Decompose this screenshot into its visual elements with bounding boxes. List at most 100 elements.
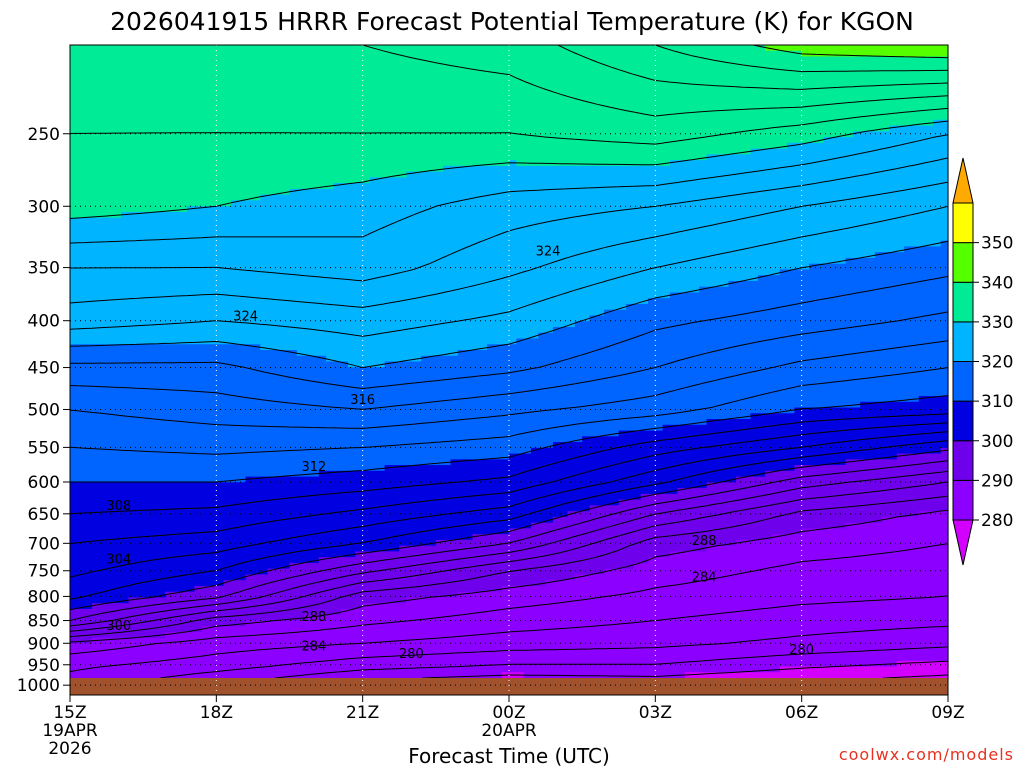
theta-cell bbox=[70, 234, 949, 242]
theta-cell bbox=[70, 614, 305, 622]
contour-label: 308 bbox=[106, 499, 131, 514]
theta-cell bbox=[165, 631, 949, 639]
theta-contour bbox=[69, 120, 949, 219]
x-tick-label: 09Z bbox=[931, 703, 964, 723]
theta-cell bbox=[70, 188, 291, 196]
colorbar-label: 300 bbox=[981, 432, 1013, 452]
theta-cell bbox=[70, 459, 452, 466]
theta-cell bbox=[70, 603, 93, 610]
theta-cell bbox=[706, 154, 949, 161]
theta-cell bbox=[750, 413, 949, 420]
contour-label: 324 bbox=[233, 310, 258, 325]
theta-cell bbox=[70, 649, 949, 656]
theta-cell bbox=[369, 177, 949, 184]
theta-cell bbox=[348, 361, 386, 368]
theta-cell bbox=[889, 125, 949, 132]
theta-cell bbox=[289, 188, 949, 196]
contour-label: 304 bbox=[106, 552, 131, 567]
theta-contour bbox=[69, 413, 949, 515]
colorbar-label: 280 bbox=[981, 511, 1013, 531]
theta-cell bbox=[70, 303, 627, 311]
theta-cell bbox=[326, 355, 422, 363]
x-tick-sublabel: 2026 bbox=[48, 739, 91, 759]
x-axis-label: Forecast Time (UTC) bbox=[408, 744, 610, 768]
theta-cell bbox=[618, 430, 949, 437]
theta-cell bbox=[267, 568, 605, 576]
theta-cell bbox=[70, 114, 949, 121]
colorbar-label: 310 bbox=[981, 392, 1013, 412]
theta-cell bbox=[70, 493, 642, 501]
colorbar-swatch bbox=[952, 242, 974, 283]
theta-cell bbox=[70, 246, 905, 253]
theta-cell bbox=[223, 580, 547, 587]
theta-cell bbox=[70, 528, 510, 535]
y-tick-label: 1000 bbox=[17, 676, 60, 696]
theta-cell bbox=[823, 137, 949, 144]
theta-cell bbox=[91, 603, 364, 610]
theta-cell bbox=[70, 643, 949, 650]
theta-cell bbox=[552, 326, 949, 334]
theta-cell bbox=[70, 499, 620, 506]
theta-cell bbox=[70, 252, 876, 259]
theta-cell bbox=[318, 557, 649, 564]
theta-cell bbox=[896, 453, 949, 460]
x-tick-label: 15Z bbox=[53, 703, 86, 723]
theta-cell bbox=[765, 470, 949, 478]
theta-cell bbox=[70, 344, 261, 351]
theta-cell bbox=[70, 442, 554, 449]
theta-cell bbox=[355, 551, 671, 558]
colorbar-label: 320 bbox=[981, 353, 1013, 373]
theta-cell bbox=[918, 511, 949, 518]
theta-cell bbox=[70, 585, 195, 593]
theta-cell bbox=[70, 223, 949, 230]
theta-cell bbox=[662, 424, 949, 432]
theta-contour bbox=[69, 205, 949, 337]
theta-cell bbox=[648, 298, 949, 305]
theta-cell bbox=[70, 194, 261, 201]
y-tick-label: 600 bbox=[28, 473, 60, 493]
x-tick-sublabel: 20APR bbox=[481, 721, 537, 741]
theta-cell bbox=[70, 436, 583, 443]
theta-cell bbox=[70, 580, 225, 587]
theta-contour bbox=[69, 134, 949, 244]
theta-cell bbox=[450, 459, 847, 466]
theta-cell bbox=[552, 442, 949, 449]
theta-cell bbox=[589, 315, 949, 322]
theta-cell bbox=[70, 148, 752, 155]
theta-cell bbox=[70, 73, 949, 81]
theta-fill bbox=[70, 45, 949, 679]
theta-cell bbox=[70, 45, 766, 52]
colorbar-extend-high bbox=[952, 157, 974, 204]
theta-contour bbox=[69, 181, 949, 308]
theta-cell bbox=[70, 280, 730, 288]
theta-cell bbox=[669, 551, 949, 558]
theta-cell bbox=[165, 591, 459, 599]
theta-cell bbox=[70, 315, 591, 322]
theta-cell bbox=[516, 160, 671, 167]
theta-cell bbox=[70, 373, 949, 380]
theta-contour bbox=[69, 367, 949, 455]
theta-cell bbox=[589, 505, 949, 512]
colorbar-swatch bbox=[952, 400, 974, 442]
theta-cell bbox=[245, 476, 737, 483]
theta-cell bbox=[70, 557, 320, 564]
theta-cell bbox=[201, 626, 949, 633]
theta-contour bbox=[69, 340, 949, 429]
theta-cell bbox=[70, 620, 247, 627]
theta-contour bbox=[69, 509, 949, 643]
y-tick-label: 250 bbox=[28, 125, 60, 145]
colorbar-swatch bbox=[952, 440, 974, 481]
theta-cell bbox=[706, 545, 949, 552]
theta-cell bbox=[735, 539, 949, 547]
theta-contour bbox=[70, 395, 949, 483]
colorbar-swatch bbox=[952, 361, 974, 402]
theta-cell bbox=[70, 562, 291, 570]
theta-cell bbox=[70, 275, 759, 282]
theta-cell bbox=[845, 257, 949, 265]
theta-contours bbox=[69, 44, 949, 679]
theta-cell bbox=[70, 309, 605, 317]
colorbar: 280 290 300 310 320 330 340 350 bbox=[952, 157, 1013, 566]
theta-cell bbox=[70, 482, 708, 489]
theta-cell bbox=[70, 160, 510, 167]
theta-cell bbox=[245, 574, 576, 581]
